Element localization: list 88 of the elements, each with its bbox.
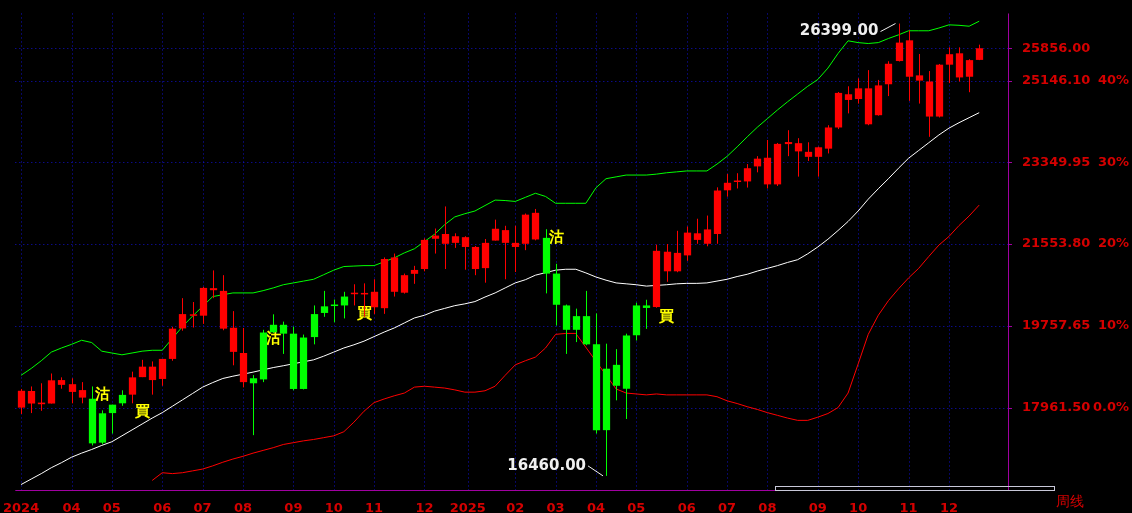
candlestick [441, 205, 450, 270]
x-tick-label: 04 [62, 500, 81, 513]
annotation: 買 [134, 402, 151, 421]
y-tick-label: 17961.50 [1022, 398, 1091, 414]
x-tick-label: 10 [849, 500, 868, 513]
y2-tick-label: 30% [1097, 153, 1129, 169]
candlestick [895, 23, 904, 62]
candlestick [794, 137, 803, 178]
x-tick-label: 07 [718, 500, 737, 513]
candlestick [27, 385, 36, 414]
x-tick-label: 12 [415, 500, 434, 513]
candlestick [844, 85, 853, 114]
annotation: 買 [658, 306, 675, 325]
x-tick-label: 02 [506, 500, 525, 513]
candlestick [683, 225, 692, 262]
candlestick [824, 124, 833, 154]
candlestick [178, 297, 187, 332]
x-tick-label: 05 [627, 500, 646, 513]
candlestick [511, 225, 520, 273]
y-tick-label: 23349.95 [1022, 153, 1091, 169]
x-tick-label: 2024 [3, 500, 40, 513]
candlestick [693, 218, 702, 245]
candlestick [249, 374, 258, 436]
x-tick-label: 05 [102, 500, 121, 513]
candlestick [128, 371, 137, 404]
candlestick [17, 388, 26, 415]
candlestick [400, 273, 409, 295]
candlestick [501, 225, 510, 280]
x-tick-label: 06 [153, 500, 172, 513]
candlestick [279, 321, 288, 355]
x-tick-label: 10 [324, 500, 343, 513]
candlestick [461, 235, 470, 271]
candlestick [663, 243, 672, 283]
text: 周线 [1056, 492, 1084, 509]
annotation: 沽 [93, 385, 110, 404]
x-tick-label: 09 [808, 500, 827, 513]
x-tick-label: 11 [365, 500, 384, 513]
annotation: 沽 [265, 328, 282, 347]
x-tick-label: 07 [193, 500, 212, 513]
candlestick [612, 348, 621, 401]
candlestick [743, 163, 752, 189]
candlestick [814, 146, 823, 178]
y2-tick-label: 40% [1097, 71, 1129, 87]
candlestick [47, 372, 56, 405]
candlestick [572, 308, 581, 343]
x-tick-label: 09 [284, 500, 303, 513]
candlestick [431, 228, 440, 255]
candlestick [491, 219, 500, 242]
y-tick-label: 25146.10 [1022, 71, 1091, 87]
y2-tick-label: 0.0% [1092, 398, 1129, 414]
x-tick-label: 08 [233, 500, 253, 513]
x-tick-label: 08 [758, 500, 777, 513]
x-tick-label: 2025 [449, 500, 486, 513]
x-tick-label: 03 [546, 500, 565, 513]
candlestick [471, 245, 480, 276]
candlestick [854, 77, 863, 105]
x-tick-label: 11 [899, 500, 918, 513]
y2-tick-label: 10% [1097, 317, 1129, 333]
candlestick [370, 278, 379, 315]
annotation: 16460.00 [507, 455, 587, 474]
candlestick [68, 377, 77, 404]
x-tick-label: 04 [586, 500, 605, 513]
y-tick-label: 25856.00 [1022, 39, 1091, 55]
candlestick [189, 301, 198, 329]
candlestick [642, 299, 651, 330]
candlestick [703, 215, 712, 247]
y-tick-label: 19757.65 [1022, 317, 1091, 333]
x-tick-label: 06 [677, 500, 696, 513]
candlestick [673, 230, 682, 273]
candlestick [915, 53, 924, 105]
annotation: 26399.00 [799, 21, 879, 40]
candlestick [158, 358, 167, 387]
candlestick [209, 269, 218, 299]
candlestick [945, 46, 954, 84]
x-tick-label: 12 [939, 500, 958, 513]
candlestick [108, 404, 117, 435]
candlestick [884, 60, 893, 97]
candlestick [310, 304, 319, 345]
candlestick [148, 360, 157, 396]
candlestick [320, 290, 329, 318]
candlestick [804, 141, 813, 162]
candlestick [784, 129, 793, 157]
y-tick-label: 21553.80 [1022, 235, 1091, 251]
candlestick [78, 381, 87, 404]
annotation: 買 [355, 304, 372, 323]
annotation: 沽 [547, 228, 564, 247]
y2-tick-label: 20% [1097, 235, 1129, 251]
candlestick [965, 58, 974, 93]
